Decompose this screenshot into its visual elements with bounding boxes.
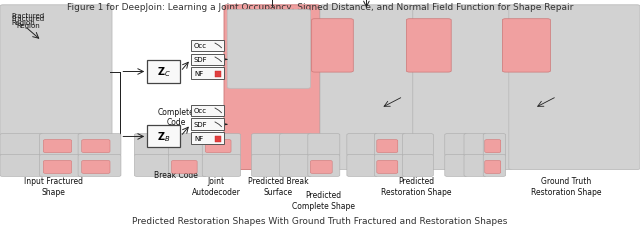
FancyBboxPatch shape [202,134,241,156]
Text: Input Fractured
Shape: Input Fractured Shape [24,177,83,196]
FancyBboxPatch shape [374,134,405,156]
FancyBboxPatch shape [377,140,398,153]
Text: Complete
Code: Complete Code [157,107,195,127]
Bar [191,105,224,117]
FancyBboxPatch shape [464,134,486,156]
Text: Occ: Occ [194,43,207,49]
Text: $\mathbf{Z}_C$: $\mathbf{Z}_C$ [157,65,171,79]
FancyBboxPatch shape [40,155,83,177]
FancyBboxPatch shape [320,6,413,170]
FancyBboxPatch shape [44,140,72,153]
FancyBboxPatch shape [347,155,378,177]
FancyBboxPatch shape [374,155,405,177]
FancyBboxPatch shape [40,134,83,156]
FancyBboxPatch shape [308,134,340,156]
FancyBboxPatch shape [134,134,173,156]
Bar [147,61,180,83]
Text: Predicted Break
Surface: Predicted Break Surface [248,177,308,196]
Text: Ground Truth
Restoration Shape: Ground Truth Restoration Shape [531,177,602,196]
FancyBboxPatch shape [0,134,43,156]
FancyBboxPatch shape [202,155,241,177]
Bar [215,72,221,77]
Text: NF: NF [194,136,203,142]
FancyBboxPatch shape [205,140,231,153]
FancyBboxPatch shape [252,134,284,156]
FancyBboxPatch shape [509,6,640,170]
Text: Fractured
Region: Fractured Region [12,13,45,26]
FancyBboxPatch shape [0,155,43,177]
Text: Joint
Autodecoder: Joint Autodecoder [192,177,241,196]
FancyBboxPatch shape [168,134,207,156]
FancyBboxPatch shape [406,20,451,73]
FancyBboxPatch shape [464,155,486,177]
FancyBboxPatch shape [445,134,467,156]
FancyBboxPatch shape [403,134,433,156]
FancyBboxPatch shape [483,155,506,177]
FancyBboxPatch shape [483,134,506,156]
Bar [191,133,224,144]
FancyBboxPatch shape [78,155,121,177]
FancyBboxPatch shape [347,134,378,156]
FancyBboxPatch shape [168,155,207,177]
Text: Figure 1 for DeepJoin: Learning a Joint Occupancy, Signed Distance, and Normal F: Figure 1 for DeepJoin: Learning a Joint … [67,3,573,12]
Text: Break Code: Break Code [154,170,198,179]
FancyBboxPatch shape [310,161,332,174]
Text: SDF: SDF [194,57,207,63]
FancyBboxPatch shape [134,155,173,177]
Bar [147,126,180,148]
Bar [215,136,221,142]
FancyBboxPatch shape [224,6,320,170]
FancyBboxPatch shape [308,155,340,177]
Text: SDF: SDF [194,122,207,128]
FancyBboxPatch shape [82,161,110,174]
Text: Fractured
Region: Fractured Region [12,16,45,29]
FancyBboxPatch shape [413,6,512,170]
FancyBboxPatch shape [312,20,353,73]
Text: NF: NF [194,71,203,77]
FancyBboxPatch shape [280,134,312,156]
FancyBboxPatch shape [252,155,284,177]
Text: Predicted
Complete Shape: Predicted Complete Shape [292,191,355,210]
FancyBboxPatch shape [172,161,197,174]
FancyBboxPatch shape [485,140,500,153]
FancyBboxPatch shape [82,140,110,153]
FancyBboxPatch shape [280,155,312,177]
Text: Predicted Restoration Shapes With Ground Truth Fractured and Restoration Shapes: Predicted Restoration Shapes With Ground… [132,216,508,225]
Bar [191,54,224,66]
Bar [191,68,224,80]
Text: Occ: Occ [194,108,207,114]
FancyBboxPatch shape [445,155,467,177]
Bar [191,119,224,131]
FancyBboxPatch shape [0,6,112,170]
FancyBboxPatch shape [377,161,398,174]
FancyBboxPatch shape [403,155,433,177]
FancyBboxPatch shape [502,20,550,73]
FancyBboxPatch shape [78,134,121,156]
Text: $\mathbf{Z}_B$: $\mathbf{Z}_B$ [157,130,170,144]
FancyBboxPatch shape [44,161,72,174]
FancyBboxPatch shape [485,161,500,174]
Text: Predicted
Restoration Shape: Predicted Restoration Shape [381,177,451,196]
FancyBboxPatch shape [227,10,310,89]
Bar [191,40,224,52]
